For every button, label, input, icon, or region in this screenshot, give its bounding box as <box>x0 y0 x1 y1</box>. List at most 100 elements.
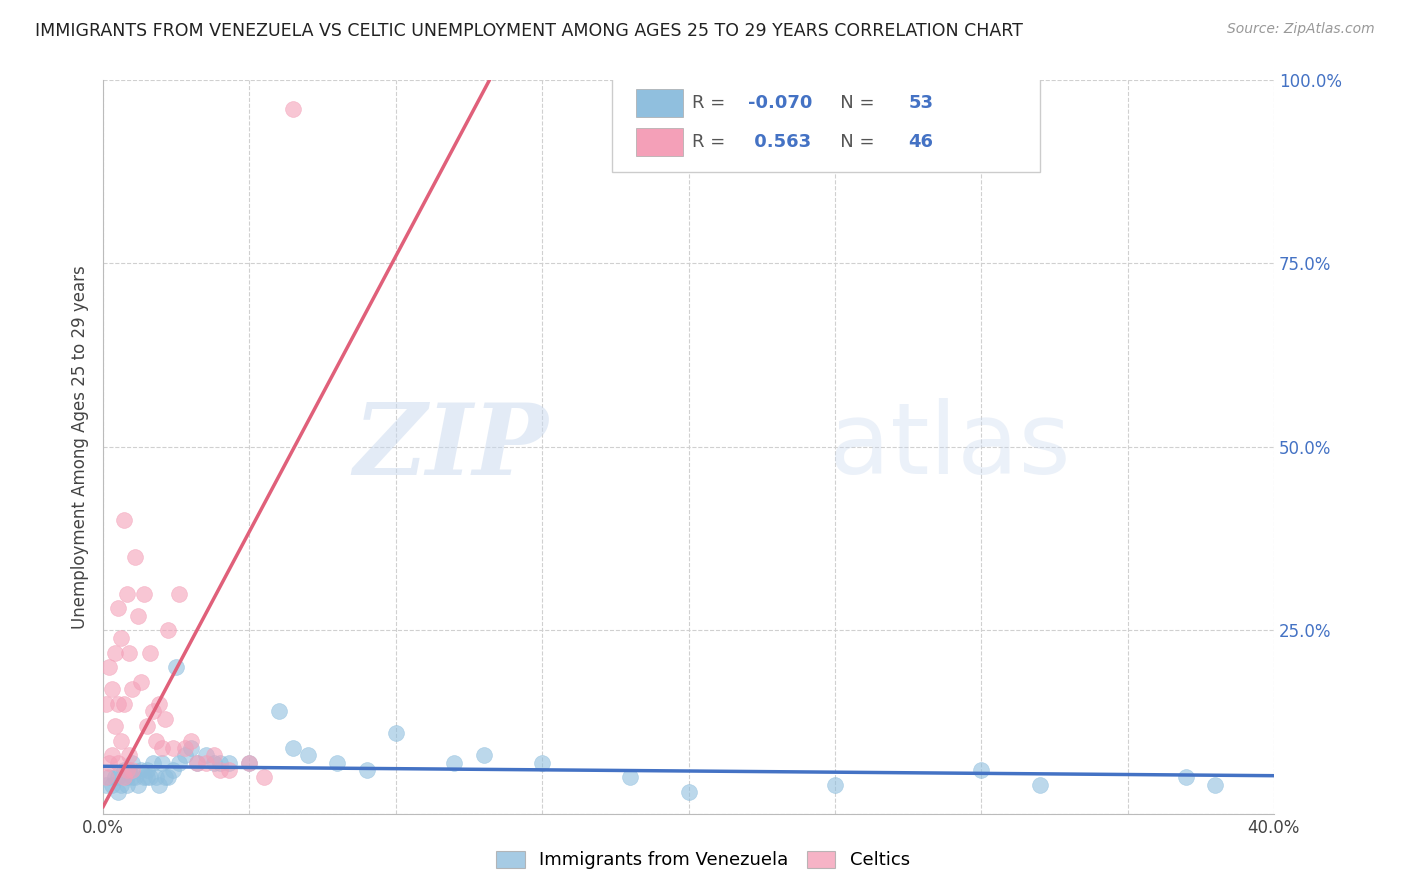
Point <box>162 763 184 777</box>
Point <box>110 631 132 645</box>
Point <box>112 697 135 711</box>
Point <box>136 770 159 784</box>
Point <box>1029 778 1052 792</box>
Point <box>174 748 197 763</box>
Point <box>218 763 240 777</box>
Point <box>121 682 143 697</box>
Point <box>104 719 127 733</box>
Point <box>167 756 190 770</box>
Point <box>148 697 170 711</box>
Point <box>297 748 319 763</box>
Point <box>678 785 700 799</box>
Point <box>132 770 155 784</box>
Legend: Immigrants from Venezuela, Celtics: Immigrants from Venezuela, Celtics <box>486 842 920 879</box>
Point <box>124 770 146 784</box>
Point <box>115 770 138 784</box>
Point <box>115 763 138 777</box>
Point <box>107 697 129 711</box>
Point <box>101 682 124 697</box>
Point <box>218 756 240 770</box>
Point <box>129 763 152 777</box>
Point <box>101 748 124 763</box>
Point <box>619 770 641 784</box>
Point <box>98 756 121 770</box>
Point <box>356 763 378 777</box>
Text: Source: ZipAtlas.com: Source: ZipAtlas.com <box>1227 22 1375 37</box>
Point <box>194 748 217 763</box>
Point <box>326 756 349 770</box>
Point <box>127 608 149 623</box>
Point <box>145 770 167 784</box>
Point <box>112 513 135 527</box>
Point <box>94 770 117 784</box>
Point <box>1204 778 1226 792</box>
Point <box>156 624 179 638</box>
Point <box>112 763 135 777</box>
Point <box>101 778 124 792</box>
Point <box>1175 770 1198 784</box>
Text: IMMIGRANTS FROM VENEZUELA VS CELTIC UNEMPLOYMENT AMONG AGES 25 TO 29 YEARS CORRE: IMMIGRANTS FROM VENEZUELA VS CELTIC UNEM… <box>35 22 1024 40</box>
Point <box>165 660 187 674</box>
Point <box>253 770 276 784</box>
Text: 46: 46 <box>908 133 934 151</box>
Point <box>142 756 165 770</box>
Point <box>186 756 208 770</box>
Point <box>118 646 141 660</box>
Point <box>132 587 155 601</box>
Point <box>139 646 162 660</box>
Point <box>94 697 117 711</box>
Point <box>202 748 225 763</box>
Text: N =: N = <box>823 133 880 151</box>
Point <box>150 756 173 770</box>
Y-axis label: Unemployment Among Ages 25 to 29 years: Unemployment Among Ages 25 to 29 years <box>72 265 89 629</box>
Point <box>112 770 135 784</box>
Point <box>107 785 129 799</box>
Point <box>118 763 141 777</box>
Point <box>124 550 146 565</box>
Point <box>98 770 121 784</box>
Point <box>127 778 149 792</box>
Point <box>824 778 846 792</box>
Point <box>104 770 127 784</box>
Point <box>121 756 143 770</box>
Point <box>167 587 190 601</box>
Point <box>115 778 138 792</box>
Point <box>238 756 260 770</box>
Point <box>238 756 260 770</box>
Point <box>148 778 170 792</box>
Point <box>531 756 554 770</box>
Point <box>156 770 179 784</box>
Point <box>121 770 143 784</box>
Point <box>118 748 141 763</box>
Point <box>202 756 225 770</box>
Point <box>194 756 217 770</box>
Point <box>153 770 176 784</box>
Point <box>443 756 465 770</box>
Point <box>174 740 197 755</box>
Point <box>472 748 495 763</box>
Text: R =: R = <box>692 133 731 151</box>
Point <box>121 763 143 777</box>
Point <box>110 733 132 747</box>
Point <box>107 601 129 615</box>
Text: 0.563: 0.563 <box>748 133 811 151</box>
Point <box>150 740 173 755</box>
Point <box>107 756 129 770</box>
Text: R =: R = <box>692 94 731 112</box>
FancyBboxPatch shape <box>636 89 683 117</box>
Point <box>209 756 232 770</box>
Point <box>267 704 290 718</box>
Point <box>136 763 159 777</box>
Point <box>145 733 167 747</box>
Point <box>153 712 176 726</box>
Text: ZIP: ZIP <box>353 399 548 495</box>
Point <box>283 740 305 755</box>
Point <box>180 733 202 747</box>
Point <box>136 719 159 733</box>
Point <box>283 103 305 117</box>
Point <box>186 756 208 770</box>
Point <box>385 726 408 740</box>
Point <box>139 770 162 784</box>
Point <box>107 770 129 784</box>
Point <box>94 778 117 792</box>
